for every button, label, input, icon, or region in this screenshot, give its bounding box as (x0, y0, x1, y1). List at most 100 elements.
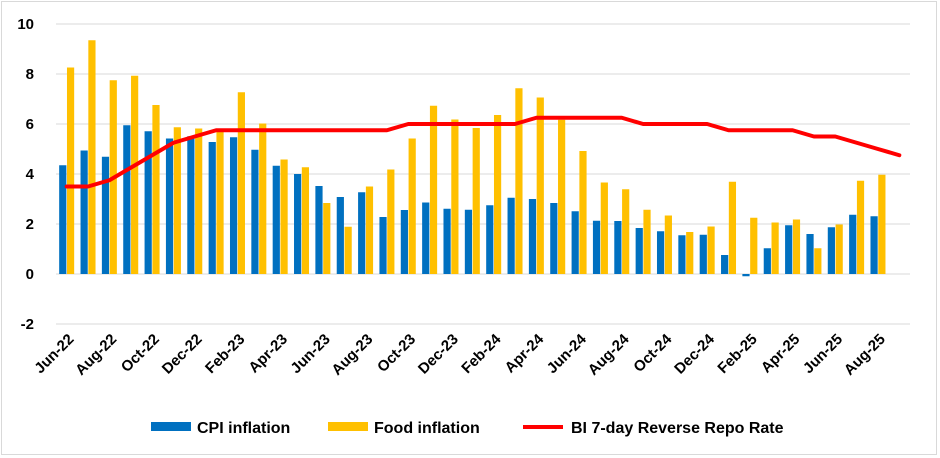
x-tick-label: Oct-22 (118, 331, 163, 376)
bi-rate-line (64, 115, 902, 189)
y-tick-label: 10 (17, 16, 34, 33)
legend: CPI inflation Food inflation BI 7-day Reve… (151, 420, 784, 437)
food-inflation-bar (152, 105, 160, 274)
x-tick-label: Jun-23 (287, 331, 333, 377)
legend-rate: BI 7-day Reverse Repo Rate (523, 420, 784, 437)
food-inflation-bar (856, 180, 865, 274)
x-tick-label: Feb-23 (202, 331, 248, 377)
food-inflation-bar (408, 138, 416, 274)
cpi-inflation-bar (614, 221, 622, 274)
x-tick-label: Jun-25 (800, 331, 846, 377)
bars (59, 40, 886, 277)
legend-food: Food inflation (328, 420, 480, 437)
food-inflation-bar (365, 186, 374, 274)
food-inflation-bar (301, 167, 310, 274)
cpi-inflation-bar (827, 227, 835, 274)
x-tick-label: Oct-24 (630, 330, 675, 375)
cpi-inflation-bar (272, 165, 280, 274)
cpi-inflation-bar (571, 211, 579, 274)
food-inflation-bar (664, 215, 672, 274)
cpi-inflation-bar (229, 137, 238, 274)
cpi-inflation-bar (486, 205, 494, 274)
y-tick-label: 8 (26, 66, 34, 83)
legend-label: BI 7-day Reverse Repo Rate (571, 420, 784, 437)
food-inflation-bar (728, 181, 737, 274)
cpi-inflation-bar (294, 174, 302, 274)
food-inflation-bar (771, 222, 779, 274)
food-inflation-bar (237, 92, 245, 274)
food-inflation-bar (814, 248, 822, 274)
food-inflation-bar (707, 226, 715, 274)
food-inflation-bar (451, 119, 459, 274)
food-inflation-bar (515, 88, 523, 274)
cpi-inflation-bar (849, 214, 857, 274)
cpi-inflation-bar (785, 225, 793, 274)
cpi-inflation-bar (208, 142, 216, 274)
food-inflation-bar (387, 169, 395, 274)
legend-label: Food inflation (374, 420, 480, 437)
cpi-inflation-bar (870, 216, 878, 274)
legend-swatch (151, 422, 191, 431)
legend-label: CPI inflation (197, 420, 290, 437)
food-inflation-bar (686, 232, 694, 274)
food-inflation-bar (536, 97, 544, 274)
cpi-inflation-bar (123, 125, 131, 274)
cpi-inflation-bar (59, 165, 67, 274)
x-tick-label: Aug-25 (841, 331, 889, 379)
food-inflation-bar (131, 75, 139, 274)
x-tick-label: Jun-24 (544, 330, 591, 377)
food-inflation-bar (195, 128, 203, 274)
food-inflation-bar (579, 151, 587, 274)
food-inflation-bar (643, 209, 651, 274)
legend-swatch (328, 422, 368, 431)
food-inflation-bar (878, 174, 886, 274)
food-inflation-bar (344, 226, 352, 274)
food-inflation-bar (323, 203, 331, 274)
x-tick-label: Dec-24 (671, 330, 718, 377)
food-inflation-bar (173, 127, 181, 274)
x-tick-label: Apr-24 (502, 330, 548, 376)
y-tick-label: -2 (21, 316, 34, 333)
x-tick-label: Aug-24 (585, 330, 633, 378)
x-tick-label: Dec-22 (159, 331, 206, 378)
x-tick-label: Feb-24 (458, 330, 505, 377)
y-tick-label: 6 (26, 116, 34, 133)
cpi-inflation-bar (101, 156, 110, 274)
y-tick-label: 0 (26, 266, 34, 283)
food-inflation-bar (472, 128, 480, 274)
cpi-inflation-bar (592, 220, 601, 274)
cpi-inflation-bar (165, 138, 174, 274)
cpi-inflation-bar (635, 228, 643, 274)
food-inflation-bar (835, 224, 843, 274)
cpi-inflation-bar (699, 234, 707, 274)
cpi-inflation-bar (656, 231, 665, 274)
food-inflation-bar (429, 105, 438, 274)
cpi-inflation-bar (422, 202, 430, 274)
food-inflation-bar (216, 129, 224, 274)
cpi-inflation-bar (80, 150, 88, 274)
food-inflation-bar (600, 182, 608, 274)
x-tick-label: Aug-22 (72, 331, 120, 379)
y-tick-label: 4 (26, 166, 35, 183)
food-inflation-bar (792, 219, 801, 274)
x-tick-label: Dec-23 (415, 331, 462, 378)
cpi-inflation-bar (315, 186, 323, 274)
cpi-inflation-bar (187, 136, 195, 274)
food-inflation-bar (750, 217, 758, 274)
cpi-inflation-bar (528, 199, 537, 274)
cpi-inflation-bar (678, 235, 686, 274)
food-inflation-bar (558, 119, 566, 274)
cpi-inflation-bar (721, 255, 729, 274)
food-inflation-bar (88, 40, 96, 274)
cpi-inflation-bar (763, 248, 771, 274)
cpi-inflation-bar (443, 208, 451, 274)
x-tick-label: Jun-22 (31, 331, 77, 377)
x-axis-ticks: Jun-22Aug-22Oct-22Dec-22Feb-23Apr-23Jun-… (31, 330, 889, 378)
x-tick-label: Feb-25 (714, 331, 760, 377)
cpi-inflation-bar (550, 203, 558, 274)
y-axis-ticks: -2 0 2 4 6 8 10 (17, 16, 34, 333)
x-tick-label: Apr-23 (245, 331, 291, 377)
food-inflation-bar (493, 115, 502, 274)
cpi-inflation-bar (379, 217, 387, 274)
